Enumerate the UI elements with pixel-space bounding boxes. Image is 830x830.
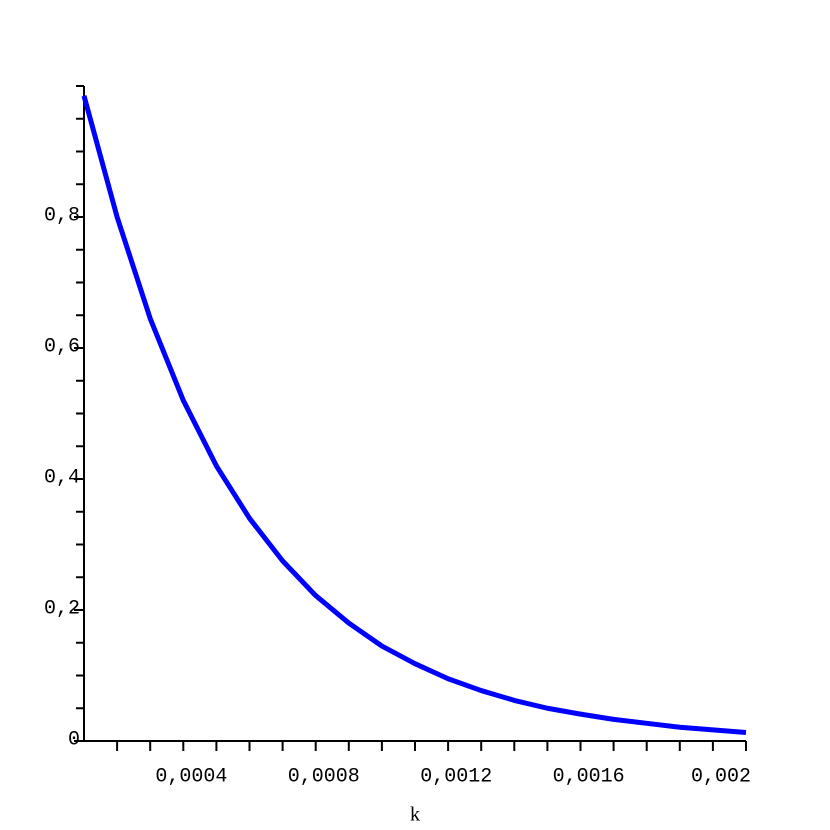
x-tick-label: 0,0008: [288, 765, 360, 788]
x-tick-label: 0,0004: [155, 765, 227, 788]
x-axis-label: k: [410, 804, 420, 826]
x-tick-label: 0,0012: [420, 765, 492, 788]
x-tick-label: 0,0016: [553, 765, 625, 788]
x-tick-label: 0,002: [691, 765, 751, 788]
y-tick-label: 0,4: [44, 466, 80, 489]
data-line: [81, 95, 747, 735]
y-tick-label: 0,6: [44, 335, 80, 358]
y-tick-label: 0,8: [44, 204, 80, 227]
y-tick-label: 0,2: [44, 597, 80, 620]
y-tick-label: 0: [68, 728, 80, 751]
